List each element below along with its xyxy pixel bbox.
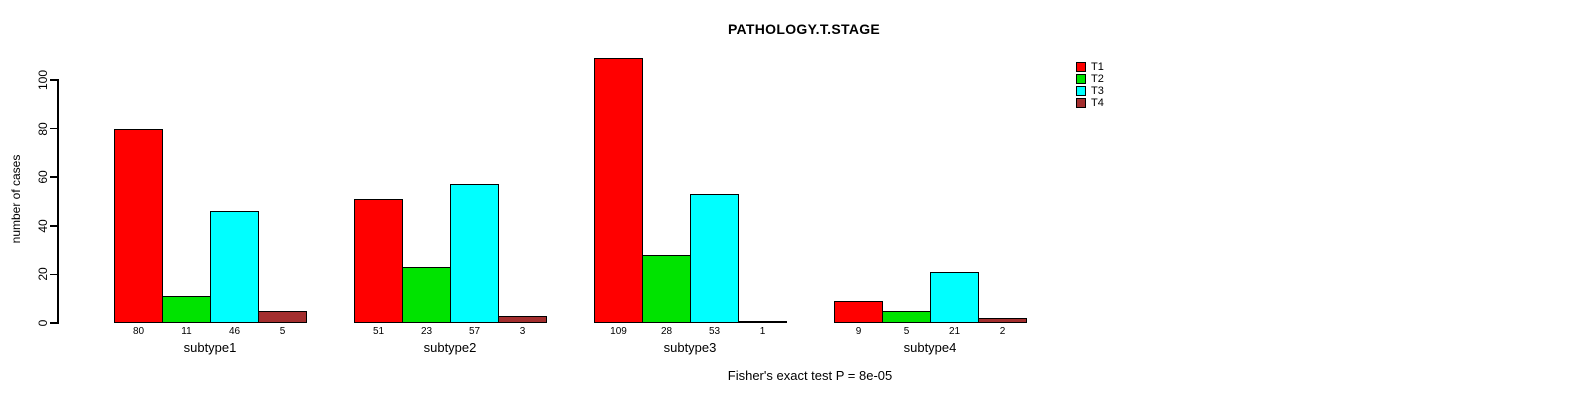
y-tick-label: 60 bbox=[36, 170, 50, 184]
legend-label: T3 bbox=[1091, 85, 1104, 97]
y-tick-mark bbox=[50, 225, 57, 227]
bar-value-label: 2 bbox=[999, 326, 1006, 337]
bar-t4-subtype3 bbox=[738, 320, 787, 323]
bar-t2-subtype3 bbox=[642, 254, 691, 323]
x-category-label: subtype3 bbox=[663, 340, 717, 355]
y-tick-mark bbox=[50, 127, 57, 130]
bar-value-label: 5 bbox=[279, 326, 286, 337]
y-axis-line bbox=[57, 79, 59, 324]
bar-value-label: 53 bbox=[708, 326, 721, 337]
legend-item-t1: T1 bbox=[1076, 61, 1104, 73]
bar-t1-subtype4 bbox=[834, 301, 883, 323]
legend-item-t3: T3 bbox=[1076, 85, 1104, 97]
bar-value-label: 51 bbox=[372, 326, 385, 337]
y-tick-label: 20 bbox=[36, 267, 50, 282]
legend-swatch-icon bbox=[1076, 98, 1086, 108]
x-category-label: subtype1 bbox=[183, 340, 237, 355]
y-tick-mark bbox=[50, 322, 57, 324]
bar-value-label: 5 bbox=[903, 326, 910, 337]
legend-item-t2: T2 bbox=[1076, 73, 1104, 85]
bar-value-label: 57 bbox=[468, 326, 481, 337]
bar-value-label: 1 bbox=[759, 326, 766, 337]
bar-value-label: 11 bbox=[181, 326, 192, 337]
legend-label: T1 bbox=[1091, 61, 1104, 73]
y-tick-label: 100 bbox=[36, 69, 50, 91]
y-tick-label: 0 bbox=[36, 319, 50, 327]
bar-t3-subtype2 bbox=[450, 184, 499, 323]
x-category-label: subtype4 bbox=[903, 340, 957, 355]
bar-t3-subtype1 bbox=[210, 211, 259, 323]
bar-t3-subtype4 bbox=[930, 271, 979, 323]
bar-value-label: 23 bbox=[420, 326, 433, 337]
bar-t4-subtype1 bbox=[258, 310, 307, 323]
bar-value-label: 109 bbox=[610, 326, 627, 337]
bar-t1-subtype3 bbox=[594, 58, 643, 323]
y-axis-label: number of cases bbox=[9, 154, 23, 244]
bar-t4-subtype2 bbox=[498, 315, 547, 323]
bar-t4-subtype4 bbox=[978, 318, 1027, 323]
bar-value-label: 3 bbox=[519, 326, 526, 337]
legend: T1 T2 T3 T4 bbox=[1076, 61, 1104, 109]
legend-swatch-icon bbox=[1076, 86, 1086, 96]
bar-t1-subtype2 bbox=[354, 199, 403, 323]
bar-t2-subtype1 bbox=[162, 296, 211, 323]
chart-title: PATHOLOGY.T.STAGE bbox=[727, 21, 881, 37]
y-tick-mark bbox=[50, 176, 57, 178]
legend-label: T4 bbox=[1091, 97, 1104, 109]
bar-t3-subtype3 bbox=[690, 194, 739, 323]
y-tick-mark bbox=[50, 273, 57, 276]
y-tick-label: 80 bbox=[36, 121, 50, 136]
legend-swatch-icon bbox=[1076, 74, 1086, 84]
fisher-test-annotation: Fisher's exact test P = 8e-05 bbox=[727, 368, 893, 383]
bar-value-label: 80 bbox=[132, 326, 145, 337]
bar-value-label: 21 bbox=[948, 326, 961, 337]
bar-t2-subtype2 bbox=[402, 267, 451, 323]
bar-t1-subtype1 bbox=[114, 128, 163, 323]
bar-value-label: 46 bbox=[228, 326, 241, 337]
bar-value-label: 9 bbox=[855, 326, 862, 337]
bar-value-label: 28 bbox=[660, 326, 673, 337]
x-category-label: subtype2 bbox=[423, 340, 477, 355]
y-tick-label: 40 bbox=[36, 219, 50, 233]
legend-item-t4: T4 bbox=[1076, 97, 1104, 109]
legend-swatch-icon bbox=[1076, 62, 1086, 72]
y-tick-mark bbox=[50, 79, 57, 81]
legend-label: T2 bbox=[1091, 73, 1104, 85]
bar-t2-subtype4 bbox=[882, 310, 931, 323]
